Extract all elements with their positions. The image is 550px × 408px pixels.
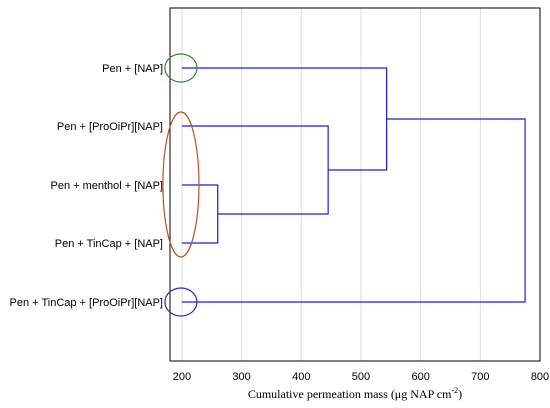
- leaf-label: Pen + TinCap + [ProOiPr][NAP]: [10, 297, 163, 309]
- dendrogram-link-m2: [181, 125, 329, 215]
- dendrogram-link-m3: [181, 67, 388, 171]
- dendrogram-links: [181, 67, 526, 303]
- leaf-label: Pen + [ProOiPr][NAP]: [57, 121, 163, 133]
- highlight-ellipses: [162, 53, 200, 317]
- highlight-ellipse: [164, 53, 198, 83]
- x-tick-label: 600: [411, 371, 429, 383]
- x-tick-label: 700: [471, 371, 489, 383]
- highlight-ellipse: [164, 287, 198, 317]
- highlight-ellipse: [162, 111, 200, 258]
- x-tick-label: 300: [232, 371, 250, 383]
- plot-frame: [169, 7, 541, 362]
- x-tick-label: 400: [292, 371, 310, 383]
- leaf-label: Pen + [NAP]: [102, 63, 163, 75]
- x-tick-label: 500: [352, 371, 370, 383]
- dendrogram-link-m4: [181, 118, 526, 303]
- grid-lines: [181, 8, 481, 361]
- x-axis-title: Cumulative permeation mass (μg NAP cm-2): [248, 386, 462, 401]
- leaf-labels: Pen + [NAP] Pen + [ProOiPr][NAP] Pen + men…: [10, 63, 163, 309]
- x-tick-labels: 200 300 400 500 600 700 800: [173, 371, 549, 383]
- dendrogram-link-m1: [181, 184, 219, 244]
- x-tick-label: 200: [173, 371, 191, 383]
- x-tick-label: 800: [531, 371, 549, 383]
- leaf-label: Pen + TinCap + [NAP]: [55, 238, 163, 250]
- leaf-label: Pen + menthol + [NAP]: [50, 180, 163, 192]
